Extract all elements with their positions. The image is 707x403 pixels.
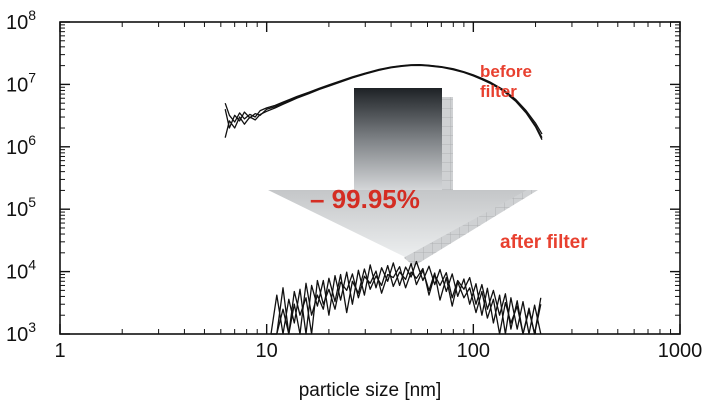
x-tick-label: 1 — [54, 340, 65, 362]
arrow-shaft — [354, 88, 442, 191]
before-filter-label-line1: before — [480, 62, 532, 81]
series-line-6 — [271, 266, 542, 335]
y-tick-base: 10 — [6, 324, 28, 346]
y-tick-label: 105 — [6, 194, 36, 221]
y-tick-base: 10 — [6, 12, 28, 34]
after-filter-label: after filter — [500, 232, 588, 253]
y-tick-base: 10 — [6, 199, 28, 221]
y-tick-exponent: 6 — [28, 132, 36, 148]
x-axis-label: particle size [nm] — [299, 380, 442, 401]
y-tick-label: 108 — [6, 7, 36, 34]
y-tick-label: 104 — [6, 257, 36, 284]
reduction-label: – 99.95% — [310, 184, 420, 214]
plot-frame — [59, 21, 681, 335]
y-tick-base: 10 — [6, 74, 28, 96]
series-line-3 — [224, 64, 543, 140]
x-tick-label: 100 — [457, 340, 490, 362]
x-tick-label: 1000 — [658, 340, 703, 362]
y-tick-exponent: 4 — [28, 257, 36, 273]
x-tick-label: 10 — [256, 340, 278, 362]
arrow-head — [268, 190, 527, 257]
reduction-arrow — [268, 88, 538, 266]
before-filter-label-line2: filter — [480, 82, 517, 101]
y-tick-exponent: 5 — [28, 194, 36, 210]
y-tick-exponent: 3 — [28, 319, 36, 335]
y-tick-base: 10 — [6, 137, 28, 159]
y-tick-label: 107 — [6, 69, 36, 96]
series-layer — [224, 64, 543, 335]
y-tick-label: 103 — [6, 319, 36, 346]
arrow-shaft-shadow — [441, 97, 453, 190]
y-tick-label: 106 — [6, 132, 36, 159]
y-tick-exponent: 8 — [28, 7, 36, 23]
y-tick-exponent: 7 — [28, 69, 36, 85]
y-tick-base: 10 — [6, 262, 28, 284]
